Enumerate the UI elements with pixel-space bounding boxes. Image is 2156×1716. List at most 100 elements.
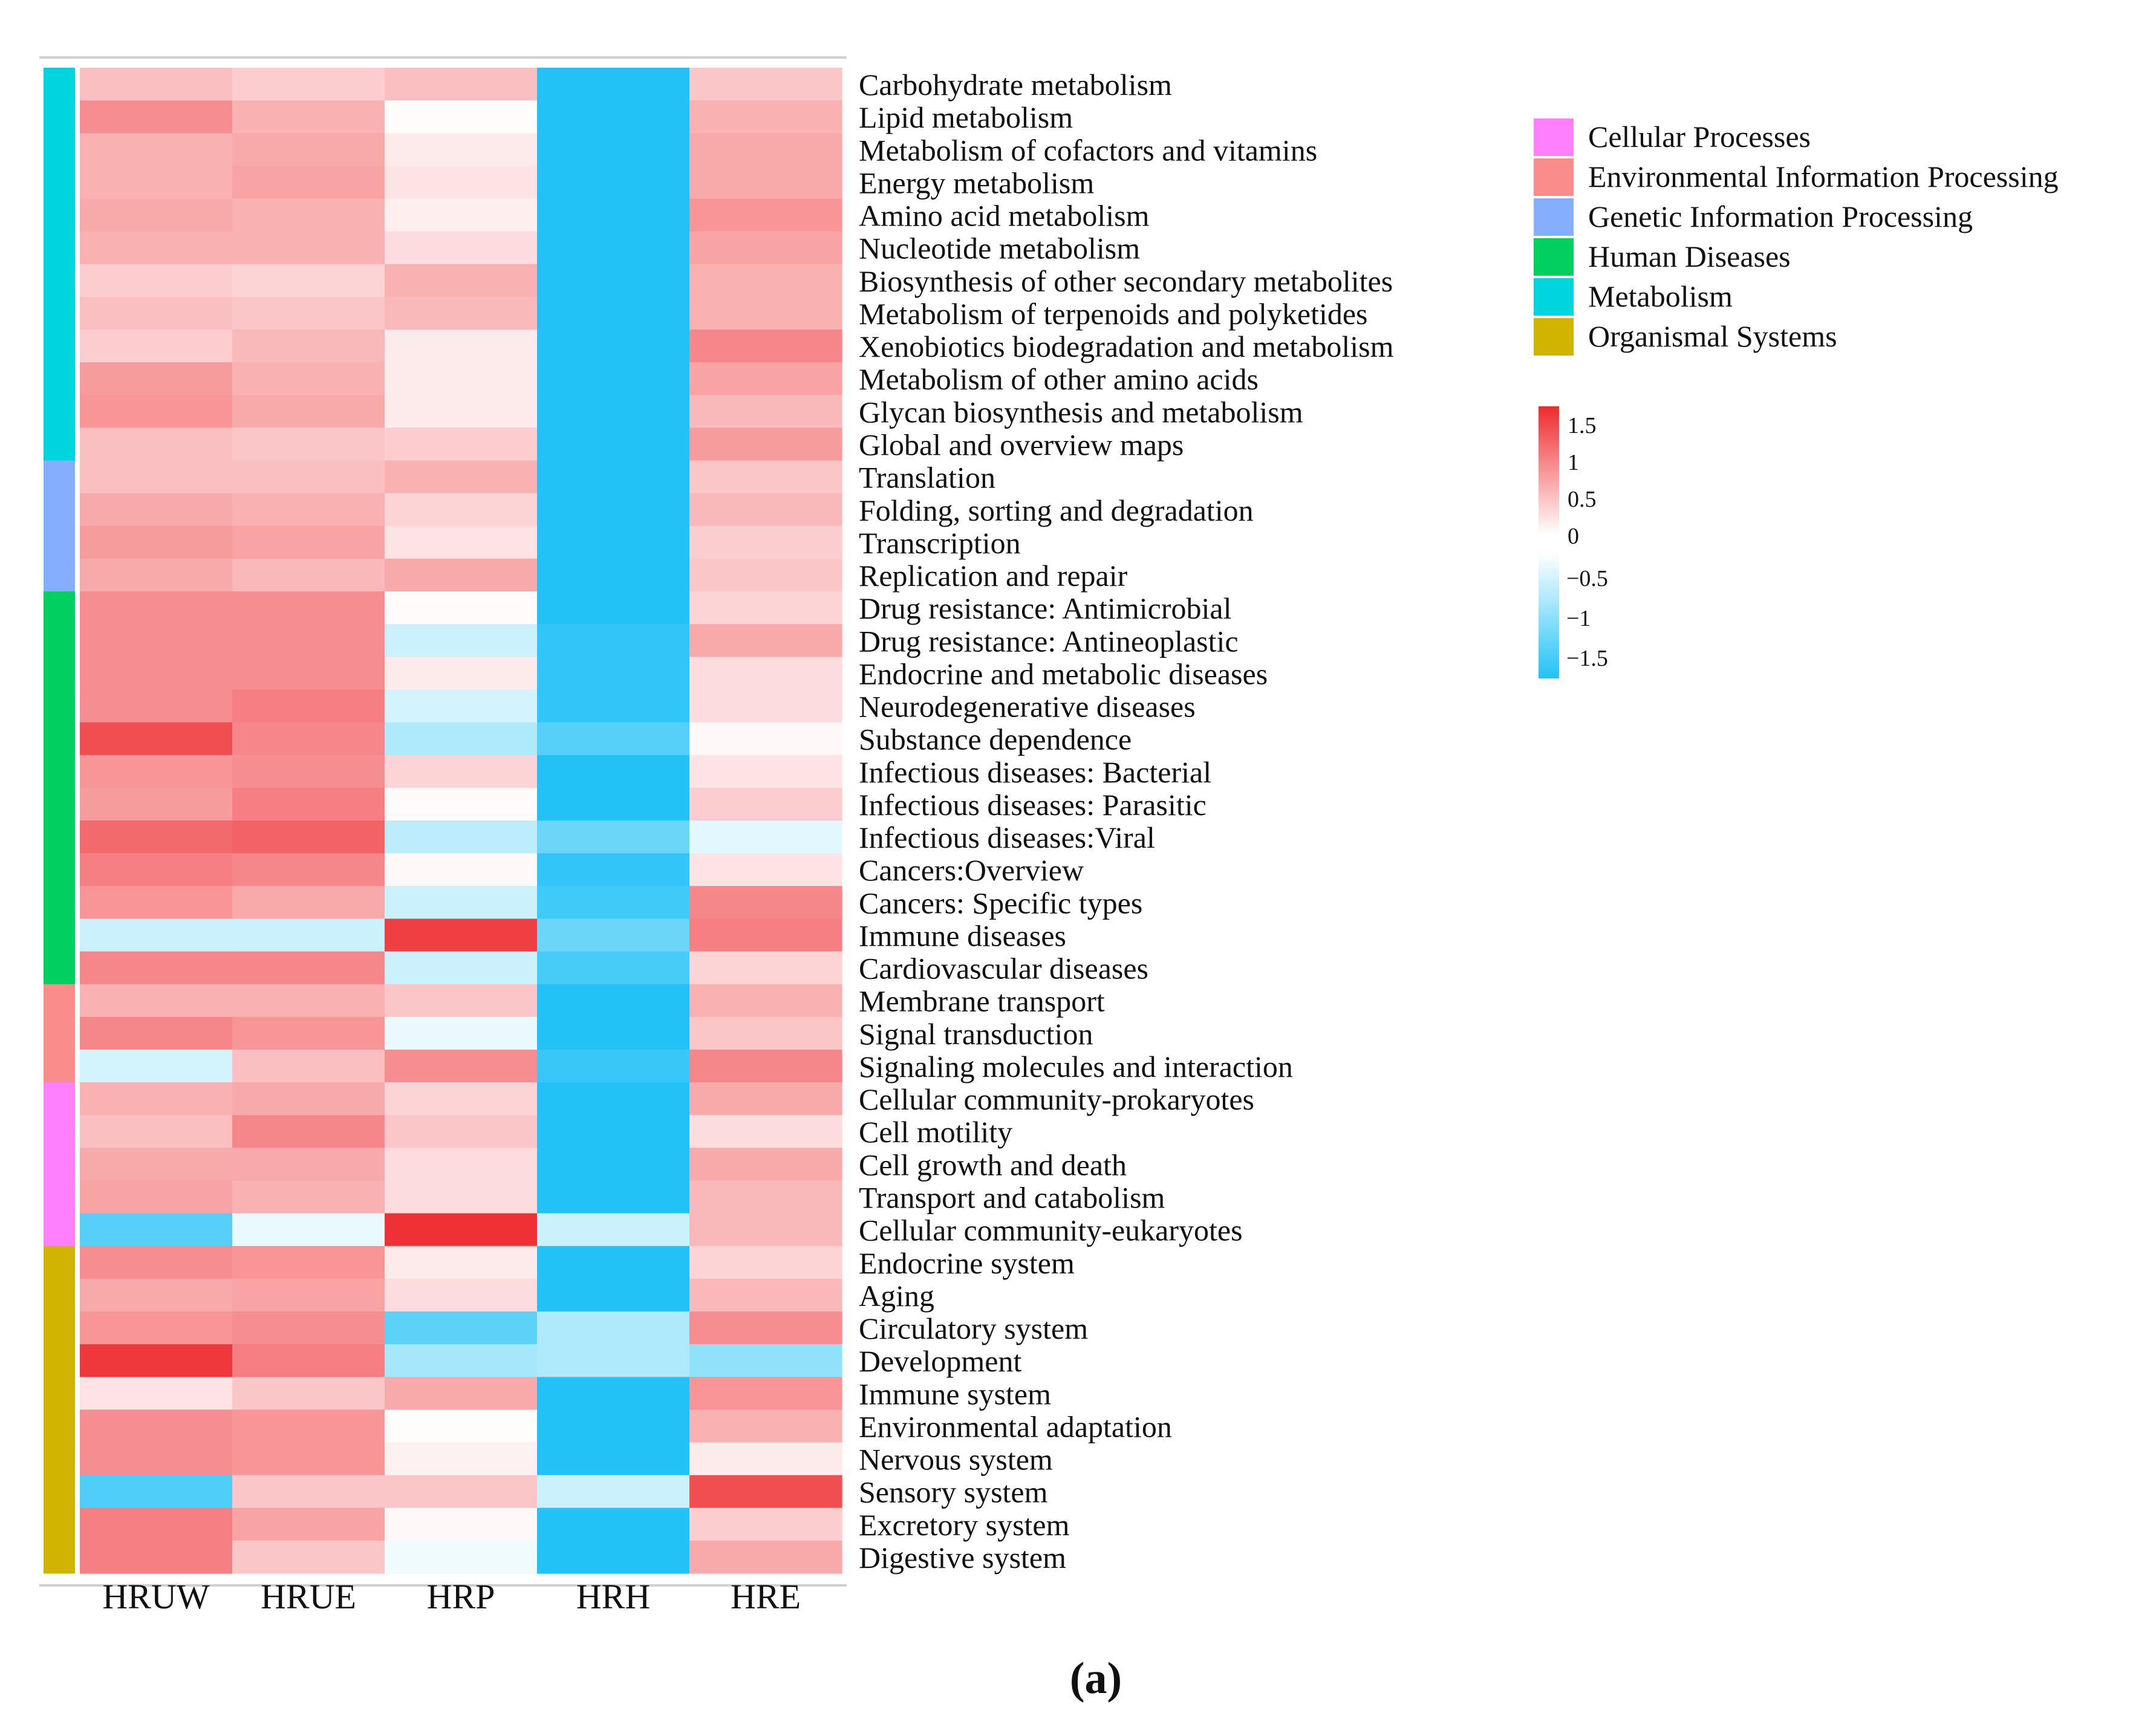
colorbar-tick-label: 0.5: [1568, 487, 1597, 512]
heatmap-cell: [80, 821, 233, 854]
heatmap-cell: [232, 1180, 385, 1214]
heatmap-cell: [80, 689, 233, 723]
heatmap-cell: [537, 1278, 690, 1312]
heatmap-cell: [80, 1213, 233, 1247]
heatmap-cell: [689, 984, 842, 1018]
row-label: Nucleotide metabolism: [859, 232, 1140, 265]
group-bar-organismal-systems: [44, 1246, 75, 1574]
heatmap-cell: [232, 787, 385, 821]
heatmap-cell: [537, 395, 690, 429]
heatmap-cell: [537, 886, 690, 919]
heatmap-cell: [689, 1507, 842, 1541]
heatmap-cell: [232, 100, 385, 134]
heatmap-cell: [232, 330, 385, 363]
heatmap-cell: [537, 231, 690, 265]
row-label: Nervous system: [859, 1443, 1053, 1477]
heatmap-cell: [385, 1115, 538, 1148]
heatmap-cell: [537, 296, 690, 330]
heatmap-cell: [537, 1507, 690, 1541]
heatmap-cell: [689, 1311, 842, 1345]
heatmap-cell: [537, 984, 690, 1018]
row-label: Transport and catabolism: [859, 1181, 1165, 1215]
row-label: Cellular community-prokaryotes: [859, 1082, 1254, 1116]
heatmap-cell: [232, 1409, 385, 1443]
group-annotation-bar: [44, 68, 75, 1574]
heatmap-cell: [80, 231, 233, 265]
heatmap-cell: [689, 558, 842, 592]
heatmap-cell: [232, 918, 385, 952]
heatmap-cell: [232, 558, 385, 592]
heatmap-cell: [232, 264, 385, 297]
heatmap-cell: [537, 689, 690, 723]
heatmap-cell: [689, 1278, 842, 1312]
heatmap-cell: [80, 1278, 233, 1312]
heatmap-cell: [232, 755, 385, 788]
legend-swatch: [1534, 278, 1574, 316]
heatmap-cell: [385, 1540, 538, 1574]
heatmap-cell: [537, 264, 690, 297]
heatmap-cell: [385, 918, 538, 952]
row-label: Amino acid metabolism: [859, 199, 1150, 233]
heatmap-cell: [80, 1409, 233, 1443]
row-label: Endocrine and metabolic diseases: [859, 657, 1268, 691]
heatmap-cell: [232, 231, 385, 265]
row-label: Metabolism of terpenoids and polyketides: [859, 297, 1368, 331]
heatmap-cell: [385, 984, 538, 1018]
heatmap-cell: [80, 198, 233, 232]
heatmap-cell: [537, 1409, 690, 1443]
heatmap-cell: [80, 493, 233, 527]
row-label: Metabolism of other amino acids: [859, 362, 1259, 396]
heatmap-cell: [232, 951, 385, 985]
heatmap-cell: [689, 591, 842, 625]
heatmap-cell: [537, 493, 690, 527]
legend-swatch: [1534, 158, 1574, 196]
row-label: Infectious diseases: Parasitic: [859, 788, 1207, 822]
colorbar-tick-label: 1.5: [1568, 413, 1597, 438]
heatmap-cell: [385, 624, 538, 657]
heatmap-cell: [232, 1475, 385, 1509]
heatmap-cell: [689, 1115, 842, 1148]
heatmap-cell: [689, 853, 842, 886]
heatmap-cell: [80, 427, 233, 461]
heatmap-cell: [232, 591, 385, 625]
heatmap-cell: [385, 493, 538, 527]
heatmap-cell: [80, 1442, 233, 1476]
heatmap-cell: [80, 951, 233, 985]
row-label: Metabolism of cofactors and vitamins: [859, 133, 1317, 167]
heatmap-cell: [385, 1246, 538, 1279]
heatmap-cell: [689, 525, 842, 559]
panel-label: (a): [1070, 1654, 1122, 1703]
legend-label: Genetic Information Processing: [1588, 200, 1973, 233]
heatmap-cell: [385, 1213, 538, 1247]
heatmap-cell: [232, 1213, 385, 1247]
row-label: Cell motility: [859, 1115, 1012, 1149]
heatmap-cell: [385, 231, 538, 265]
heatmap-cell: [537, 1311, 690, 1345]
heatmap-cell: [689, 1344, 842, 1377]
heatmap-cell: [232, 427, 385, 461]
heatmap-cell: [385, 133, 538, 166]
heatmap-cell: [385, 1180, 538, 1214]
heatmap-cell: [689, 787, 842, 821]
heatmap-cell: [232, 1507, 385, 1541]
heatmap-cell: [80, 1016, 233, 1050]
heatmap-cell: [232, 1115, 385, 1148]
heatmap-cell: [80, 558, 233, 592]
heatmap-cell: [80, 591, 233, 625]
row-label: Sensory system: [859, 1475, 1048, 1509]
heatmap-cell: [537, 460, 690, 494]
heatmap-cell: [385, 853, 538, 886]
heatmap-cell: [385, 1148, 538, 1181]
heatmap-cell: [385, 591, 538, 625]
heatmap-cell: [232, 395, 385, 429]
heatmap-cell: [689, 918, 842, 952]
heatmap-cell: [537, 1377, 690, 1410]
heatmap-cell: [537, 821, 690, 854]
heatmap-cell: [80, 1082, 233, 1116]
heatmap-cell: [80, 657, 233, 691]
heatmap-cell: [537, 100, 690, 134]
heatmap-cell: [537, 1442, 690, 1476]
row-label: Infectious diseases:Viral: [859, 821, 1155, 854]
heatmap-cell: [80, 166, 233, 200]
heatmap-cell: [689, 722, 842, 756]
